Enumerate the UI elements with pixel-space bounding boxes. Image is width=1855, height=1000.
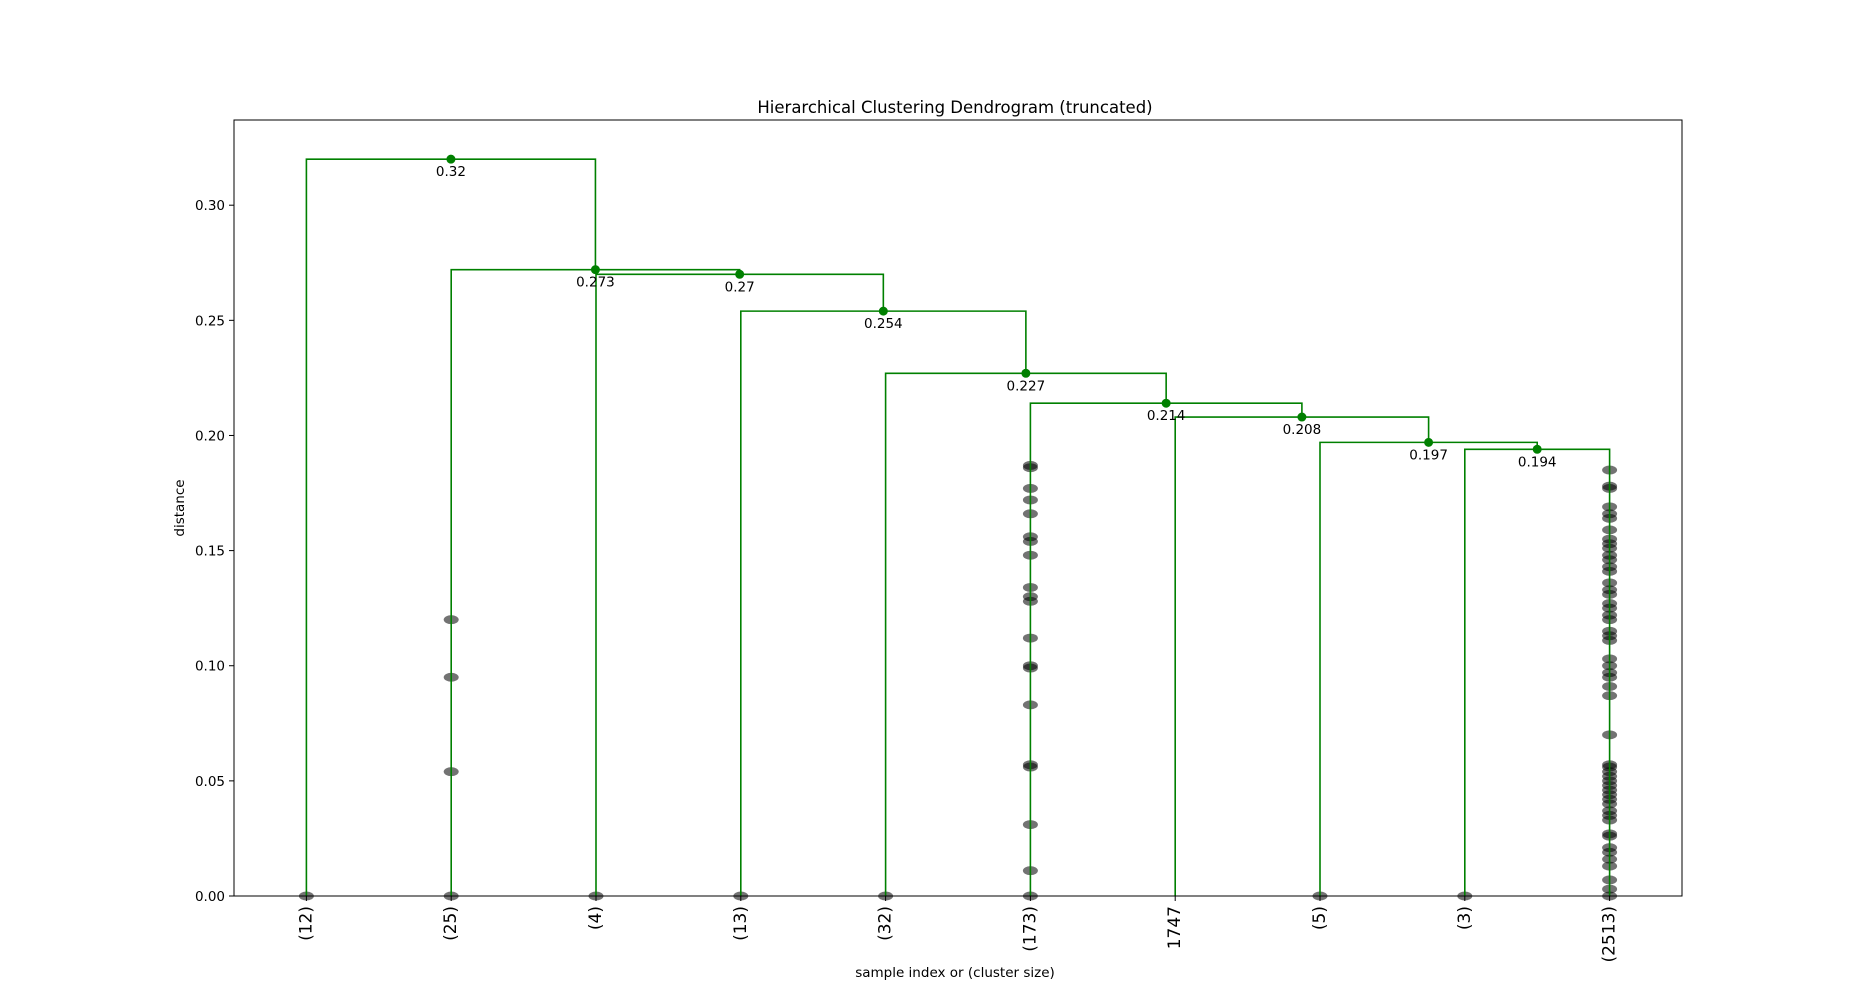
merge-marker bbox=[1532, 444, 1542, 454]
merge-distance-label: 0.32 bbox=[436, 164, 466, 180]
merge-marker bbox=[735, 269, 745, 279]
y-tick-label: 0.15 bbox=[195, 544, 225, 560]
y-axis-label: distance bbox=[172, 479, 188, 536]
leaf-label: (4) bbox=[586, 906, 606, 930]
leaf-label: (12) bbox=[296, 906, 316, 941]
leaf-label: (13) bbox=[731, 906, 751, 941]
merge-distance-label: 0.227 bbox=[1007, 378, 1046, 394]
dendrogram-link bbox=[1319, 441, 1538, 896]
merge-distance-label: 0.254 bbox=[864, 316, 903, 332]
leaf-label: (25) bbox=[441, 906, 461, 941]
dendrogram-link bbox=[1029, 402, 1303, 896]
y-axis: 0.00 0.05 0.10 0.15 0.20 0.25 0.30 bbox=[195, 198, 234, 905]
merge-distance-label: 0.194 bbox=[1518, 454, 1557, 470]
dendrogram-link bbox=[1174, 416, 1430, 896]
leaf-label: (173) bbox=[1020, 906, 1040, 952]
merge-marker bbox=[590, 265, 600, 275]
merge-marker bbox=[1297, 412, 1307, 422]
merge-distance-label: 0.214 bbox=[1147, 408, 1186, 424]
chart-title: Hierarchical Clustering Dendrogram (trun… bbox=[757, 98, 1152, 117]
dendrogram-link bbox=[740, 310, 1027, 896]
merge-marker bbox=[1161, 398, 1171, 408]
y-tick-label: 0.00 bbox=[195, 889, 225, 905]
y-tick-label: 0.10 bbox=[195, 659, 225, 675]
plot-area: 0.194 0.197 0.208 0.214 0.227 0.254 0.27 0.273 0… bbox=[298, 154, 1618, 901]
y-tick-label: 0.30 bbox=[195, 198, 225, 214]
y-tick-label: 0.20 bbox=[195, 428, 225, 444]
dendrogram-link bbox=[595, 273, 885, 896]
merge-distance-label: 0.208 bbox=[1283, 422, 1322, 438]
leaf-label: (3) bbox=[1455, 906, 1475, 930]
leaf-label: 1747 bbox=[1165, 906, 1185, 949]
x-axis: (12) (25) (4) (13) (32) (173) 1747 (5) (3) (2513) bbox=[296, 896, 1620, 963]
y-tick-label: 0.05 bbox=[195, 774, 225, 790]
leaf-label: (32) bbox=[876, 906, 896, 941]
leaf-label: (5) bbox=[1310, 906, 1330, 930]
leaf-label: (2513) bbox=[1600, 906, 1620, 963]
dendrogram-link bbox=[1464, 448, 1611, 896]
merge-distance-label: 0.197 bbox=[1409, 447, 1448, 463]
y-tick-label: 0.25 bbox=[195, 313, 225, 329]
merge-marker bbox=[446, 154, 456, 164]
merge-marker bbox=[1021, 368, 1031, 378]
merge-distance-label: 0.273 bbox=[576, 275, 615, 291]
axes-frame bbox=[233, 119, 1683, 897]
x-axis-label: sample index or (cluster size) bbox=[855, 965, 1055, 981]
merge-distance-label: 0.27 bbox=[725, 279, 755, 295]
merge-marker bbox=[1424, 437, 1434, 447]
merge-marker bbox=[878, 306, 888, 316]
